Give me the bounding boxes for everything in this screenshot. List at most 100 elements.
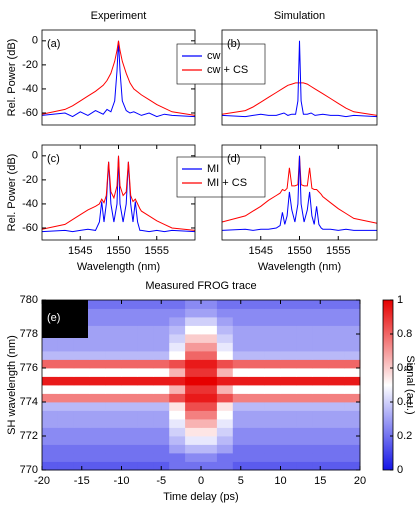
heatmap-cell [121, 376, 138, 386]
heatmap-cell [296, 444, 313, 454]
heatmap-cell [328, 359, 345, 369]
heatmap-cell [296, 308, 313, 318]
heatmap-cell [42, 385, 59, 394]
heatmap-cell [328, 351, 345, 360]
heatmap-cell [216, 351, 234, 360]
heatmap-cell [201, 342, 218, 352]
heatmap-cell [153, 376, 170, 386]
series-line [41, 40, 196, 116]
heatmap-cell [264, 308, 281, 318]
heatmap-cell [328, 325, 345, 335]
heatmap-cell [153, 308, 170, 318]
heatmap-cell [42, 334, 59, 343]
heatmap-cell [216, 334, 234, 343]
chart-title: Measured FROG trace [145, 280, 256, 292]
heatmap-cell [105, 317, 122, 326]
heatmap-cell [264, 385, 281, 394]
colorbar-tick-label: 0.6 [397, 362, 412, 374]
x-tick-label: 1550 [287, 245, 311, 257]
heatmap-cell [137, 359, 154, 369]
heatmap-cell [201, 385, 218, 394]
y-axis-label: SH wavelength (nm) [6, 335, 18, 435]
heatmap-cell [153, 402, 170, 411]
heatmap-cell [232, 325, 250, 335]
heatmap-cell [42, 461, 59, 471]
heatmap-cell [296, 359, 313, 369]
heatmap-cell [137, 300, 154, 309]
heatmap-cell [280, 385, 297, 394]
heatmap-cell [73, 376, 91, 386]
heatmap-cell [153, 325, 170, 335]
heatmap-cell [280, 359, 297, 369]
heatmap-cell [201, 300, 218, 309]
heatmap-cell [73, 334, 91, 343]
heatmap-cell [264, 427, 281, 437]
heatmap-cell [169, 393, 186, 403]
heatmap-cell [169, 419, 186, 428]
heatmap-cell [216, 317, 234, 326]
heatmap-cell [312, 436, 329, 445]
heatmap-cell [185, 393, 202, 403]
heatmap-cell [296, 393, 313, 403]
heatmap-cell [169, 385, 186, 394]
heatmap-cell [280, 444, 297, 454]
heatmap-cell [42, 402, 59, 411]
heatmap-cell [105, 427, 122, 437]
heatmap-cell [89, 444, 106, 454]
x-axis-label: Wavelength (nm) [77, 261, 160, 273]
heatmap-cell [232, 385, 250, 394]
heatmap-cell [232, 351, 250, 360]
heatmap-cell [216, 393, 234, 403]
heatmap-cell [153, 444, 170, 454]
heatmap-cell [153, 359, 170, 369]
heatmap-cell [328, 317, 345, 326]
heatmap-cell [232, 410, 250, 420]
heatmap-cell [248, 317, 265, 326]
heatmap-cell [312, 444, 329, 454]
heatmap-cell [42, 376, 59, 386]
heatmap-cell [169, 300, 186, 309]
y-tick-label: -20 [22, 59, 38, 71]
heatmap-cell [216, 444, 234, 454]
heatmap-cell [280, 317, 297, 326]
heatmap-cell [105, 342, 122, 352]
heatmap-cell [153, 385, 170, 394]
heatmap-cell [153, 393, 170, 403]
heatmap-cell [201, 308, 218, 318]
heatmap-cell [232, 436, 250, 445]
heatmap-cell [248, 410, 265, 420]
heatmap-cell [42, 351, 59, 360]
heatmap-cell [264, 402, 281, 411]
heatmap-cell [105, 359, 122, 369]
heatmap-cell [344, 351, 361, 360]
heatmap-cell [248, 393, 265, 403]
heatmap-cell [169, 444, 186, 454]
heatmap-cell [264, 410, 281, 420]
series-line [221, 40, 378, 118]
heatmap-cell [248, 368, 265, 377]
heatmap-cell [201, 427, 218, 437]
heatmap-cell [280, 419, 297, 428]
colorbar-tick-label: 0 [397, 464, 403, 476]
heatmap-cell [137, 325, 154, 335]
heatmap-cell [216, 436, 234, 445]
heatmap-cell [232, 393, 250, 403]
heatmap-cell [344, 342, 361, 352]
heatmap-cell [169, 342, 186, 352]
heatmap-cell [153, 427, 170, 437]
panel-label: (a) [47, 38, 60, 50]
heatmap-cell [201, 317, 218, 326]
heatmap-cell [280, 393, 297, 403]
heatmap-cell [169, 308, 186, 318]
heatmap-cell [232, 444, 250, 454]
heatmap-cell [296, 453, 313, 462]
legend-box [176, 156, 266, 198]
heatmap-cell [73, 461, 91, 471]
heatmap-cell [169, 351, 186, 360]
heatmap-cell [121, 419, 138, 428]
heatmap-cell [185, 368, 202, 377]
x-tick-label: -15 [74, 475, 90, 487]
heatmap-cell [312, 410, 329, 420]
heatmap-cell [185, 359, 202, 369]
heatmap-cell [105, 308, 122, 318]
